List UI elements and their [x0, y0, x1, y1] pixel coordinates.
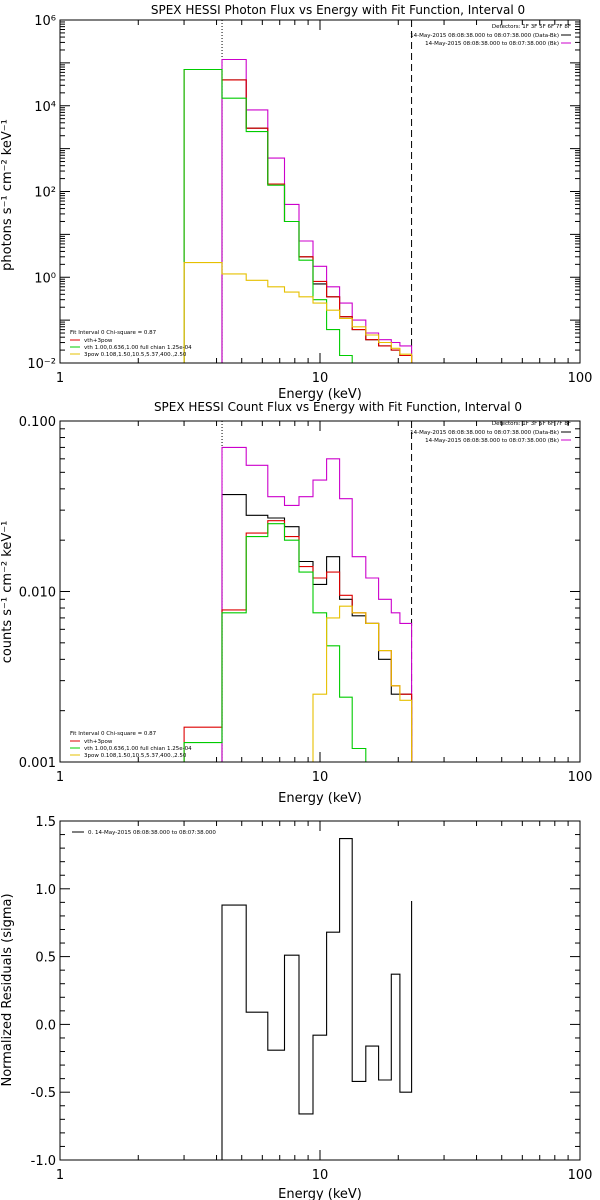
y-tick-label: 10⁰: [34, 271, 56, 286]
residuals-ylabel: Normalized Residuals (sigma): [0, 893, 15, 1086]
y-tick-label: 0.100: [19, 415, 56, 430]
legend-entry-residuals: 0. 14-May-2015 08:08:38.000 to 08:07:38.…: [88, 830, 216, 836]
legend-entry-3pow: 3pow 0.108,1.50,10.5,5.37,400.,2.50: [84, 352, 187, 358]
y-tick-label: 10⁴: [34, 100, 56, 115]
photon-flux-title: SPEX HESSI Photon Flux vs Energy with Fi…: [151, 3, 525, 17]
photon-flux-plot: 1 10 100 10⁻² 10⁰ 10² 10⁴ 10⁶: [27, 14, 592, 386]
legend-fit-header: Fit Interval 0 Chi-square = 0.87: [70, 330, 157, 336]
legend-entry-bk: 14-May-2015 08:08:38.000 to 08:07:38.000…: [425, 438, 559, 444]
photon-flux-panel: SPEX HESSI Photon Flux vs Energy with Fi…: [0, 3, 592, 402]
plot-frame: [59, 420, 581, 763]
legend-entry-bk: 14-May-2015 08:08:38.000 to 08:07:38.000…: [425, 41, 559, 47]
legend-entry-vth: vth 1.00,0.636,1.00 full chian 1.25e-04: [84, 345, 192, 351]
x-tick-label: 1: [56, 770, 64, 785]
y-tick-label: -0.5: [31, 1086, 56, 1101]
series-3pow: [299, 605, 413, 763]
series-vth: [183, 523, 367, 762]
y-tick-label: 1.0: [35, 883, 56, 898]
y-tick-label: 0.0: [35, 1018, 56, 1033]
legend-fit-header: Fit Interval 0 Chi-square = 0.87: [70, 731, 157, 737]
residuals-legend: 0. 14-May-2015 08:08:38.000 to 08:07:38.…: [72, 830, 216, 836]
x-tick-label: 100: [568, 770, 593, 785]
x-tick-label: 100: [568, 1168, 593, 1183]
x-tick-label: 10: [312, 770, 329, 785]
count-flux-legend-fit: Fit Interval 0 Chi-square = 0.87 vth+3po…: [70, 731, 192, 759]
plot-frame: [59, 820, 581, 1161]
photon-flux-ylabel: photons s⁻¹ cm⁻² keV⁻¹: [0, 119, 15, 271]
legend-entry-data-bk: 14-May-2015 08:08:38.000 to 08:07:38.000…: [410, 33, 559, 39]
series-vth-3pow: [183, 520, 413, 762]
series-bk: [221, 58, 413, 363]
series-3pow: [183, 262, 413, 363]
count-flux-title: SPEX HESSI Count Flux vs Energy with Fit…: [154, 400, 522, 414]
legend-detectors: Detectors: 1F 3F 5F 6F 7F 8F: [492, 421, 571, 427]
count-flux-xlabel: Energy (keV): [278, 791, 362, 806]
x-tick-label: 10: [312, 371, 329, 386]
y-tick-label: 0.010: [19, 586, 56, 601]
count-flux-ylabel: counts s⁻¹ cm⁻² keV⁻¹: [0, 521, 15, 664]
series-data-bk: [221, 79, 413, 363]
count-flux-panel: SPEX HESSI Count Flux vs Energy with Fit…: [0, 400, 592, 806]
residuals-plot: 1 10 100 -1.0 -0.5 0.0 0.5 1.0 1.5: [31, 815, 593, 1183]
legend-entry-3pow: 3pow 0.108,1.50,10.5,5.37,400.,2.50: [84, 753, 187, 759]
photon-flux-legend-fit: Fit Interval 0 Chi-square = 0.87 vth+3po…: [70, 330, 192, 358]
y-tick-label: -1.0: [31, 1154, 56, 1169]
legend-entry-vth-3pow: vth+3pow: [84, 338, 113, 344]
y-tick-label: 0.001: [19, 756, 56, 771]
legend-detectors: Detectors: 1F 3F 5F 6F 7F 8F: [492, 24, 571, 30]
series-residuals: [221, 838, 413, 1160]
residuals-xlabel: Energy (keV): [278, 1187, 362, 1200]
x-tick-label: 10: [312, 1168, 329, 1183]
photon-flux-legend-top-right: Detectors: 1F 3F 5F 6F 7F 8F 14-May-2015…: [410, 24, 571, 47]
series-vth: [183, 68, 366, 364]
legend-entry-data-bk: 14-May-2015 08:08:38.000 to 08:07:38.000…: [410, 430, 559, 436]
y-tick-label: 10⁻²: [27, 357, 56, 372]
count-flux-legend-top-right: Detectors: 1F 3F 5F 6F 7F 8F 14-May-2015…: [410, 421, 571, 444]
legend-entry-vth-3pow: vth+3pow: [84, 739, 113, 745]
series-vth-3pow: [183, 68, 413, 363]
y-tick-label: 1.5: [35, 815, 56, 830]
x-tick-label: 100: [568, 371, 593, 386]
count-flux-plot: 1 10 100 0.001 0.010 0.100: [19, 415, 593, 785]
legend-entry-vth: vth 1.00,0.636,1.00 full chian 1.25e-04: [84, 746, 192, 752]
y-tick-label: 0.5: [35, 951, 56, 966]
photon-flux-xlabel: Energy (keV): [278, 387, 362, 402]
x-tick-label: 1: [56, 371, 64, 386]
residuals-panel: Energy (keV) Normalized Residuals (sigma…: [0, 815, 592, 1200]
y-tick-label: 10⁶: [34, 14, 56, 29]
y-tick-label: 10²: [34, 186, 56, 201]
series-bk: [221, 446, 413, 762]
plot-frame: [59, 19, 581, 364]
series-data-bk: [221, 494, 413, 762]
x-tick-label: 1: [56, 1168, 64, 1183]
